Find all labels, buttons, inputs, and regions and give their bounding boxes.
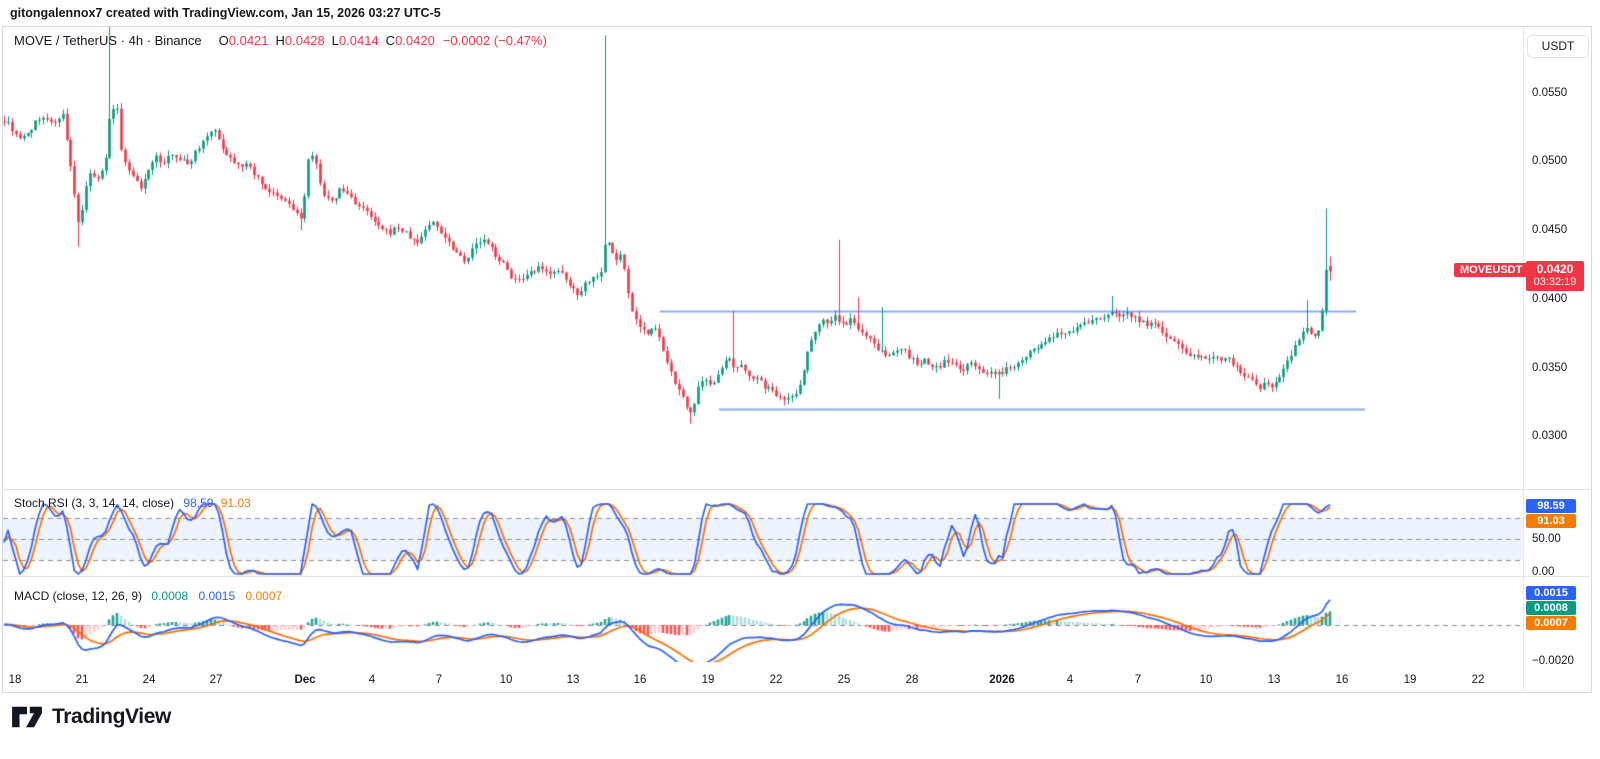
ohlc-low-value: 0.0414 [338, 33, 379, 48]
time-label: 28 [905, 674, 919, 686]
symbol-price-tag: MOVEUSDT [1454, 263, 1529, 277]
price-tick: 0.0550 [1532, 87, 1568, 99]
time-label: 13 [1267, 674, 1281, 686]
macd-title[interactable]: MACD (close, 12, 26, 9) [14, 589, 143, 603]
time-label: 10 [1199, 674, 1213, 686]
stoch-legend: Stoch RSI (3, 3, 14, 14, close) 98.59 91… [14, 496, 251, 510]
time-label: 4 [1066, 674, 1074, 686]
macd-macd-value: 0.0015 [198, 589, 236, 603]
currency-button[interactable]: USDT [1527, 35, 1589, 58]
macd-hist-badge: 0.0008 [1526, 601, 1576, 615]
ohlc-low-label: L [331, 33, 339, 48]
time-label: 25 [837, 674, 851, 686]
time-label: 19 [701, 674, 715, 686]
time-label: 7 [435, 674, 443, 686]
ohlc-high-value: 0.0428 [284, 33, 325, 48]
ohlc-high-label: H [275, 33, 285, 48]
time-label: Dec [294, 674, 316, 686]
price-tick: 0.0350 [1532, 362, 1568, 374]
ohlc-close-value: 0.0420 [395, 33, 435, 48]
time-label: 24 [142, 674, 156, 686]
macd-legend: MACD (close, 12, 26, 9) 0.0008 0.0015 0.… [14, 589, 282, 603]
time-label: 19 [1403, 674, 1417, 686]
price-tick: 0.0400 [1532, 293, 1568, 305]
main-legend: MOVE / TetherUS · 4h · Binance O0.0421 H0.… [14, 33, 547, 48]
price-tick: 0.0500 [1532, 155, 1568, 167]
stoch-d-badge: 91.03 [1526, 514, 1576, 528]
stoch-low-tick: 0.00 [1532, 566, 1555, 578]
ohlc-close-label: C [385, 33, 396, 48]
time-label: 18 [8, 674, 22, 686]
macd-line-badge: 0.0015 [1526, 586, 1576, 600]
time-label: 7 [1134, 674, 1142, 686]
stoch-k-value: 98.59 [183, 496, 214, 510]
time-label: 16 [1335, 674, 1349, 686]
tradingview-logo[interactable]: TradingView [10, 703, 171, 731]
time-label: 22 [769, 674, 783, 686]
pane-divider-stoch [3, 489, 1590, 490]
ohlc-open-value: 0.0421 [228, 33, 269, 48]
bar-countdown: 03:32:19 [1533, 276, 1577, 288]
price-axis-separator [1523, 27, 1524, 691]
time-label: 2026 [989, 674, 1015, 686]
time-label: 21 [75, 674, 89, 686]
macd-hist-value: 0.0008 [151, 589, 189, 603]
time-label: 4 [368, 674, 376, 686]
last-price-value: 0.0420 [1536, 262, 1574, 276]
macd-signal-badge: 0.0007 [1526, 616, 1576, 630]
stoch-mid-tick: 50.00 [1532, 533, 1561, 545]
price-tick: 0.0300 [1532, 430, 1568, 442]
time-label: 10 [499, 674, 513, 686]
macd-low-tick: −0.0020 [1532, 655, 1574, 667]
tradingview-logo-text: TradingView [52, 705, 171, 728]
symbol-title[interactable]: MOVE / TetherUS · 4h · Binance [14, 33, 202, 48]
last-price-badge: 0.0420 03:32:19 [1526, 261, 1584, 291]
time-label: 16 [633, 674, 647, 686]
macd-signal-value: 0.0007 [245, 589, 283, 603]
stoch-title[interactable]: Stoch RSI (3, 3, 14, 14, close) [14, 496, 175, 510]
attribution-text: gitongalennox7 created with TradingView.… [10, 6, 441, 20]
time-label: 13 [566, 674, 580, 686]
pane-divider-macd [3, 576, 1590, 577]
stoch-k-badge: 98.59 [1526, 499, 1576, 513]
time-label: 27 [209, 674, 223, 686]
stoch-d-value: 91.03 [220, 496, 251, 510]
tradingview-mark-icon [10, 703, 44, 731]
change-value: −0.0002 (−0.47%) [442, 33, 547, 48]
time-label: 22 [1471, 674, 1485, 686]
ohlc-open-label: O [218, 33, 229, 48]
price-tick: 0.0450 [1532, 224, 1568, 236]
